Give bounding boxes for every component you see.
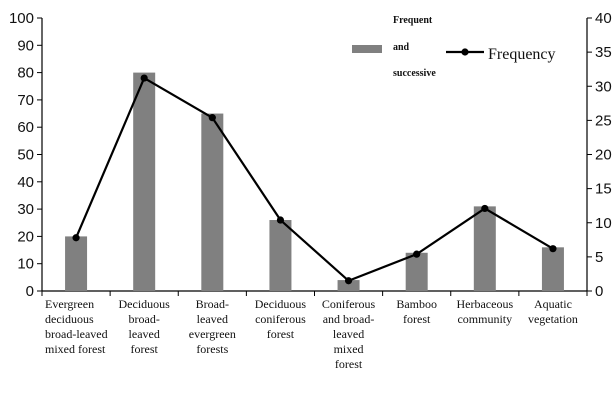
right-tick-label: 0 bbox=[595, 283, 603, 300]
category-label: Coniferous and broad-leaved mixed forest bbox=[322, 297, 376, 371]
category-label: Aquatic vegetation bbox=[528, 297, 578, 326]
category-label-line: deciduous bbox=[45, 312, 94, 326]
frequency-point bbox=[549, 245, 557, 253]
left-tick-label: 40 bbox=[17, 174, 34, 191]
frequency-point bbox=[208, 114, 216, 122]
bar bbox=[269, 220, 292, 291]
right-tick-label: 20 bbox=[595, 147, 612, 164]
category-label-line: Bamboo bbox=[396, 297, 437, 311]
category-label-line: forest bbox=[267, 327, 295, 341]
legend-bar-swatch bbox=[352, 45, 382, 53]
category-label-line: forest bbox=[131, 342, 159, 356]
bar bbox=[405, 252, 428, 291]
bar bbox=[201, 113, 224, 291]
frequency-polyline bbox=[75, 76, 554, 283]
right-tick-label: 15 bbox=[595, 181, 612, 198]
legend-bar-label: and bbox=[393, 42, 410, 53]
category-label: Broad-leaved evergreen forests bbox=[189, 297, 236, 356]
bar bbox=[473, 206, 496, 291]
category-label-line: mixed bbox=[334, 342, 364, 356]
left-tick-label: 30 bbox=[17, 201, 34, 218]
right-tick-label: 5 bbox=[595, 249, 603, 266]
category-label-line: broad-leaved bbox=[45, 327, 108, 341]
right-tick-label: 35 bbox=[595, 44, 612, 61]
left-tick-label: 0 bbox=[26, 283, 34, 300]
category-label-line: Aquatic bbox=[534, 297, 572, 311]
bar bbox=[337, 280, 360, 291]
left-tick-label: 70 bbox=[17, 92, 34, 109]
legend-bar-label: successive bbox=[393, 68, 436, 79]
category-label-line: vegetation bbox=[528, 312, 578, 326]
legend-line-marker bbox=[461, 48, 469, 56]
right-tick-label: 30 bbox=[595, 78, 612, 95]
category-label: Evergreen deciduous broad-leaved mixed fore… bbox=[45, 297, 108, 356]
category-label-line: and broad- bbox=[323, 312, 375, 326]
category-label-line: mixed forest bbox=[45, 342, 106, 356]
category-label-line: Broad- bbox=[196, 297, 229, 311]
category-labels: Evergreen deciduous broad-leaved mixed fore… bbox=[45, 297, 578, 371]
frequency-point bbox=[481, 204, 489, 213]
frequency-line bbox=[72, 74, 557, 285]
category-label-line: forest bbox=[335, 357, 363, 371]
category-label-line: forest bbox=[403, 312, 431, 326]
category-label-line: coniferous bbox=[255, 312, 306, 326]
frequency-point bbox=[276, 216, 285, 224]
category-label-line: forests bbox=[196, 342, 228, 356]
legend: Frequent and successive Frequency bbox=[352, 15, 556, 79]
bar bbox=[541, 247, 564, 291]
right-tick-label: 10 bbox=[595, 215, 612, 232]
right-tick-label: 25 bbox=[595, 112, 612, 129]
category-label-line: leaved bbox=[129, 327, 160, 341]
category-label: Deciduous coniferous forest bbox=[255, 297, 307, 341]
left-tick-label: 50 bbox=[17, 147, 34, 164]
category-label: Herbaceous community bbox=[456, 297, 513, 326]
category-label-line: Coniferous bbox=[322, 297, 376, 311]
frequency-point bbox=[72, 234, 80, 242]
category-label-line: Herbaceous bbox=[456, 297, 513, 311]
category-label: Deciduous broad-leaved forest bbox=[119, 297, 171, 356]
frequency-point bbox=[140, 74, 148, 82]
left-tick-label: 20 bbox=[17, 228, 34, 245]
left-tick-label: 10 bbox=[17, 256, 34, 273]
category-label-line: community bbox=[457, 312, 512, 326]
category-label-line: broad- bbox=[129, 312, 160, 326]
legend-line-label: Frequency bbox=[488, 46, 556, 63]
category-label-line: leaved bbox=[197, 312, 228, 326]
right-tick-label: 40 bbox=[595, 10, 612, 27]
category-label-line: Deciduous bbox=[119, 297, 171, 311]
category-label-line: Deciduous bbox=[255, 297, 307, 311]
category-label-line: Evergreen bbox=[45, 297, 94, 311]
left-tick-label: 80 bbox=[17, 65, 34, 82]
left-tick-label: 90 bbox=[17, 37, 34, 54]
left-tick-label: 100 bbox=[9, 10, 34, 27]
category-label-line: leaved bbox=[333, 327, 364, 341]
axes: 0 10 20 30 40 50 60 70 80 90 100 0 5 10 15 20 25 30 35 40 bbox=[9, 10, 612, 300]
frequency-point bbox=[344, 277, 353, 285]
bar bbox=[65, 236, 88, 291]
bars bbox=[65, 72, 564, 291]
left-tick-label: 60 bbox=[17, 119, 34, 136]
frequency-point bbox=[413, 250, 421, 258]
legend-bar-label: Frequent bbox=[393, 15, 433, 26]
bar bbox=[133, 72, 156, 291]
category-label: Bamboo forest bbox=[396, 297, 437, 326]
category-label-line: evergreen bbox=[189, 327, 236, 341]
